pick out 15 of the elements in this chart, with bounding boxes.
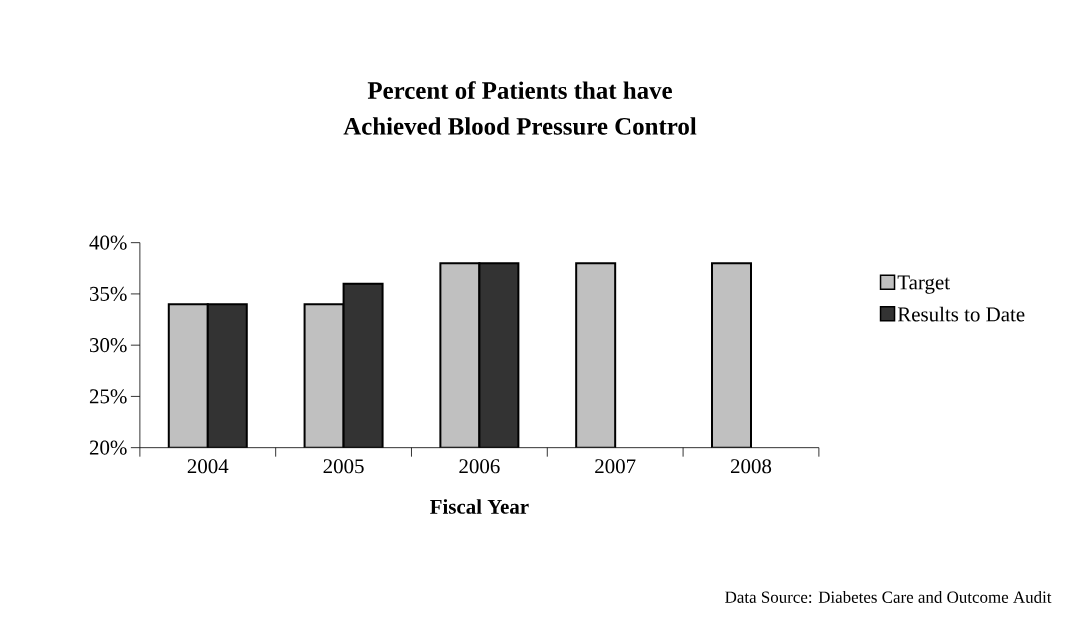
x-tick-label: 2006 xyxy=(459,459,500,474)
x-tick-label: 2007 xyxy=(595,459,636,474)
y-tick-label: 40% xyxy=(89,235,127,250)
x-tick-label: 2004 xyxy=(187,459,229,474)
x-tick-label: 2005 xyxy=(323,459,364,474)
y-tick-label: 30% xyxy=(90,338,127,353)
x-tick-label: 2008 xyxy=(730,459,772,474)
y-tick-label: 35% xyxy=(90,286,127,302)
y-tick-label: 25% xyxy=(89,389,127,404)
chart-title: Percent of Patients that have Achieved Blood Pressure Control xyxy=(343,81,697,135)
y-tick-label: 20% xyxy=(89,440,127,455)
legend-label: Target xyxy=(897,275,950,294)
source-note: Data Source: Diabetes Care and Outcome Audit xyxy=(725,590,1052,603)
x-axis-title: Fiscal Year xyxy=(430,499,529,514)
legend-label: Results to Date xyxy=(897,306,1025,322)
